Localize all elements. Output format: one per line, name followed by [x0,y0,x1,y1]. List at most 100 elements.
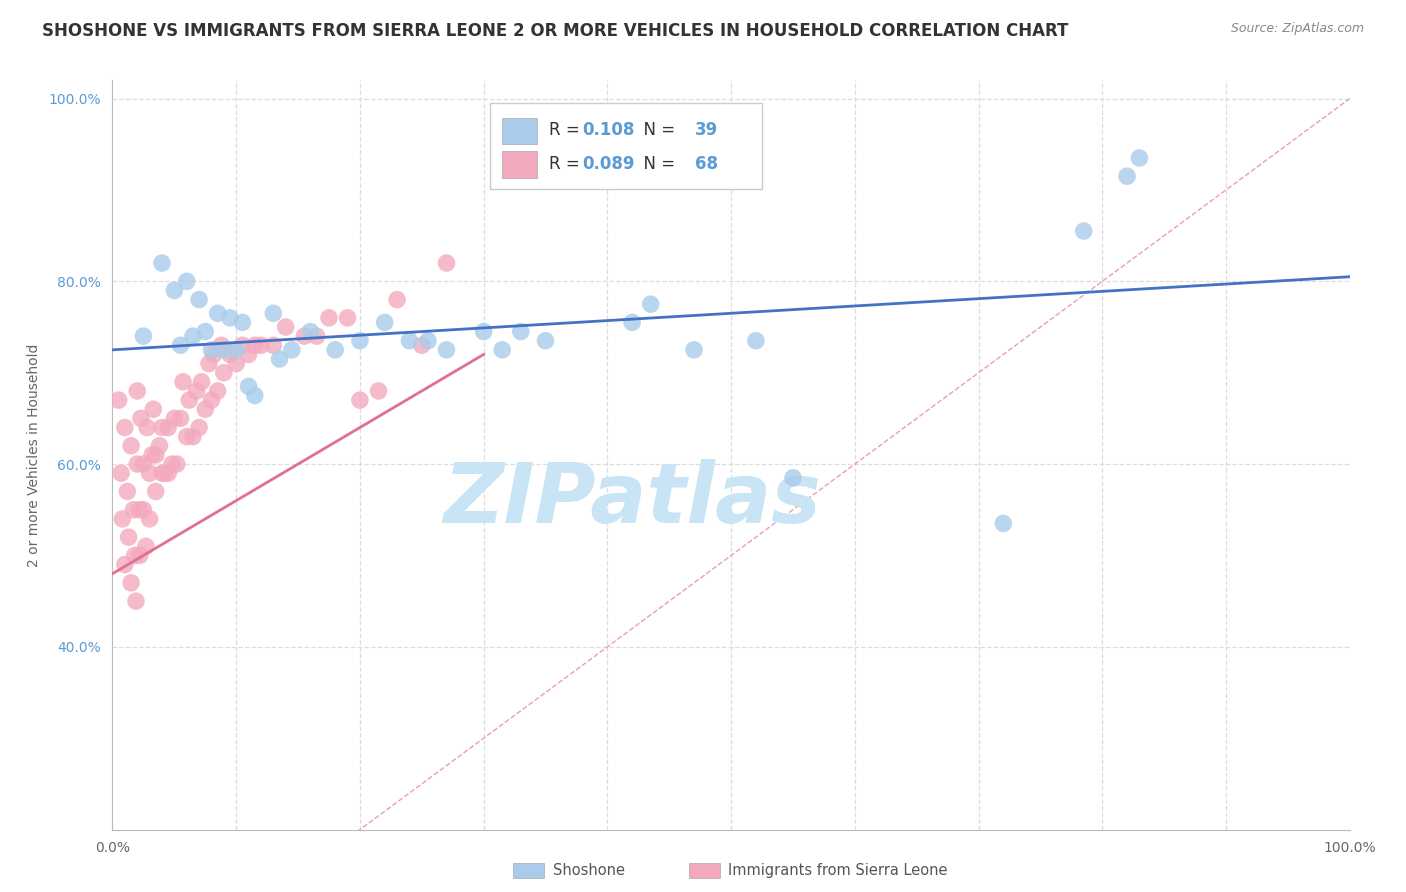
Point [269,351,291,366]
Point [125,594,148,608]
Point [142,402,165,417]
FancyBboxPatch shape [513,863,544,878]
Point [416,334,439,348]
Point [132,329,155,343]
Point [323,343,346,357]
Point [176,430,198,444]
Text: N =: N = [633,155,681,173]
Point [436,343,458,357]
Point [124,549,146,563]
Text: ZIPatlas: ZIPatlas [443,459,821,541]
Point [160,457,183,471]
Point [194,325,217,339]
Point [385,293,408,307]
Text: N =: N = [633,121,681,139]
Text: 0.108: 0.108 [582,121,636,139]
Text: Source: ZipAtlas.com: Source: ZipAtlas.com [1230,22,1364,36]
Point [231,338,253,352]
Point [194,402,217,417]
Point [367,384,389,398]
Text: Immigrants from Sierra Leone: Immigrants from Sierra Leone [728,863,948,878]
Point [621,315,644,329]
Point [181,430,204,444]
Point [238,347,260,361]
Point [207,306,229,320]
Point [169,338,191,352]
Point [200,343,222,357]
Point [1073,224,1095,238]
Point [150,420,173,434]
Point [198,357,221,371]
Point [138,466,160,480]
Text: R =: R = [550,155,585,173]
FancyBboxPatch shape [502,118,537,144]
Point [349,393,371,408]
Point [145,484,167,499]
Point [110,466,132,480]
Point [172,375,194,389]
Point [534,334,557,348]
Point [640,297,662,311]
Point [745,334,768,348]
Point [127,457,149,471]
Point [336,310,359,325]
Point [190,375,212,389]
Point [148,439,170,453]
Text: 68: 68 [695,155,718,173]
Point [374,315,396,329]
Point [209,338,232,352]
Point [188,293,211,307]
Point [150,256,173,270]
Point [117,530,139,544]
Point [219,310,242,325]
Point [782,471,804,485]
FancyBboxPatch shape [502,152,537,178]
Point [250,338,273,352]
Point [231,315,253,329]
Text: 39: 39 [695,121,718,139]
Point [114,558,136,572]
Point [207,384,229,398]
Point [153,466,176,480]
Point [107,393,129,408]
Y-axis label: 2 or more Vehicles in Household: 2 or more Vehicles in Household [27,343,41,566]
Point [135,539,157,553]
Point [163,411,186,425]
Point [145,448,167,462]
Point [129,411,152,425]
Point [111,512,134,526]
FancyBboxPatch shape [489,103,762,189]
Point [262,306,284,320]
Point [219,347,242,361]
Point [117,484,139,499]
Point [225,357,247,371]
Point [188,420,211,434]
Point [132,457,155,471]
Point [186,384,208,398]
Point [212,366,235,380]
Point [179,393,201,408]
Point [243,338,266,352]
Point [683,343,706,357]
Point [176,274,198,288]
Text: R =: R = [550,121,585,139]
Point [138,512,160,526]
Point [181,329,204,343]
Point [436,256,458,270]
Point [128,549,150,563]
Point [472,325,495,339]
Point [150,466,173,480]
Text: Shoshone: Shoshone [553,863,624,878]
Point [157,420,180,434]
Point [292,329,315,343]
Point [262,338,284,352]
Point [225,343,247,357]
Point [491,343,513,357]
Point [281,343,304,357]
Point [200,393,222,408]
Point [122,502,145,516]
Point [1116,169,1139,184]
Point [120,575,142,590]
Point [132,502,155,516]
Point [318,310,340,325]
